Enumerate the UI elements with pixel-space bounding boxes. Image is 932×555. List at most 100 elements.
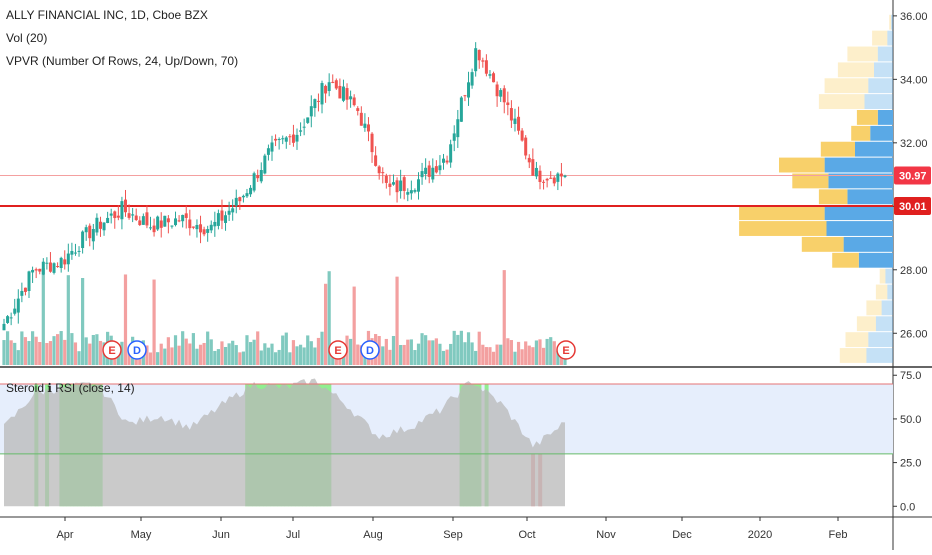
vpvr-up-bar [891, 14, 893, 30]
candle-body [517, 116, 521, 131]
volume-bar [488, 347, 492, 365]
volume-bar [395, 276, 399, 365]
vpvr-up-bar [874, 62, 893, 78]
candle-body [256, 175, 260, 179]
volume-bar [381, 346, 385, 365]
volume-bar [20, 331, 24, 365]
time-axis: Apr May Jun Jul Aug Sep Oct Nov Dec 2020 Feb [56, 517, 847, 541]
volume-bar [391, 335, 396, 365]
candle-body [48, 262, 52, 272]
volume-bar [206, 331, 210, 365]
candle-body [27, 271, 31, 292]
volume-bar [241, 351, 246, 365]
candle-body [377, 166, 381, 174]
time-tick-label: Feb [829, 529, 848, 541]
time-tick-label: May [131, 529, 152, 541]
volume-bar [259, 350, 263, 365]
volume-bar [188, 343, 192, 365]
candle-body [66, 253, 70, 265]
price-tick-label: 34.00 [900, 74, 928, 86]
volume-bar [499, 344, 503, 365]
symbol-legend[interactable]: ALLY FINANCIAL INC, 1D, Cboe BZX [6, 8, 208, 22]
candle-body [177, 220, 181, 222]
volume-bar [327, 271, 331, 365]
candle-body [156, 216, 160, 230]
volume-bar [452, 330, 456, 365]
candle-body [138, 220, 142, 226]
candle-body [220, 210, 224, 221]
candle-body [556, 173, 560, 182]
time-tick-label: Dec [672, 529, 692, 541]
last-price-badge [894, 166, 931, 185]
vpvr-legend[interactable]: VPVR (Number Of Rows, 24, Up/Down, 70) [6, 54, 239, 68]
volume-bar [491, 351, 496, 365]
rsi-legend[interactable]: Steroid ℹ RSI (close, 14) [6, 381, 135, 395]
rsi-tick-label: 75.0 [900, 370, 921, 382]
candle-body [202, 229, 206, 235]
volume-bar [66, 275, 70, 365]
vpvr-down-bar [820, 141, 855, 157]
candle-body [402, 177, 406, 191]
volume-bar [284, 332, 288, 365]
candle-body [534, 167, 538, 177]
candle-body [399, 180, 403, 192]
vpvr-down-bar [739, 205, 825, 221]
volume-bar [470, 342, 474, 365]
vpvr-down-bar [866, 300, 882, 316]
candle-body [416, 179, 420, 192]
candle-body [209, 224, 213, 231]
volume-bar [227, 343, 231, 365]
candle-body [170, 225, 174, 227]
candle-body [216, 213, 220, 226]
candle-body [113, 211, 117, 219]
vpvr-down-bar [818, 189, 848, 205]
volume-bar [27, 341, 31, 365]
candle-body [95, 217, 99, 233]
candle-body [81, 231, 85, 249]
volume-bar [406, 339, 410, 365]
candle-body [120, 201, 124, 220]
candle-body [73, 252, 77, 254]
vpvr-up-bar [868, 78, 893, 94]
rsi-area [4, 378, 565, 507]
volume-bar [202, 342, 206, 365]
candle-body [520, 130, 524, 141]
volume-bar [477, 331, 481, 365]
candle-body [349, 96, 353, 100]
candle-body [191, 226, 195, 228]
vpvr-up-bar [877, 46, 893, 62]
vpvr-up-bar [826, 221, 893, 236]
candle-body [363, 123, 367, 128]
volume-bar [91, 334, 95, 365]
volume-bar [456, 334, 460, 365]
volume-legend[interactable]: Vol (20) [6, 31, 48, 45]
price-tick-label: 36.00 [900, 11, 928, 23]
candle-body [513, 118, 517, 124]
candle-body [334, 80, 338, 89]
volume-bar [181, 331, 185, 365]
volume-bar [95, 334, 99, 365]
candle-body [34, 269, 38, 271]
candle-body [316, 100, 320, 102]
volume-bar [77, 351, 81, 365]
last-price-badge-label: 30.97 [899, 171, 927, 183]
candle-body [506, 102, 510, 106]
volume-bar [84, 337, 88, 365]
vpvr-up-bar [877, 110, 893, 125]
candle-body [427, 165, 431, 177]
candle-body [245, 193, 249, 197]
candle-body [456, 119, 460, 138]
volume-bar [277, 349, 281, 365]
vpvr-down-bar [847, 46, 878, 62]
volume-bar [213, 350, 217, 365]
candle-body [163, 215, 167, 227]
candle-body [259, 170, 263, 182]
volume-bar [23, 337, 28, 365]
candle-body [181, 214, 185, 222]
candle-body [127, 213, 131, 218]
volume-bar [291, 340, 296, 365]
vpvr-down-bar [739, 221, 827, 236]
candle-body [199, 224, 203, 233]
candle-body [63, 259, 67, 265]
